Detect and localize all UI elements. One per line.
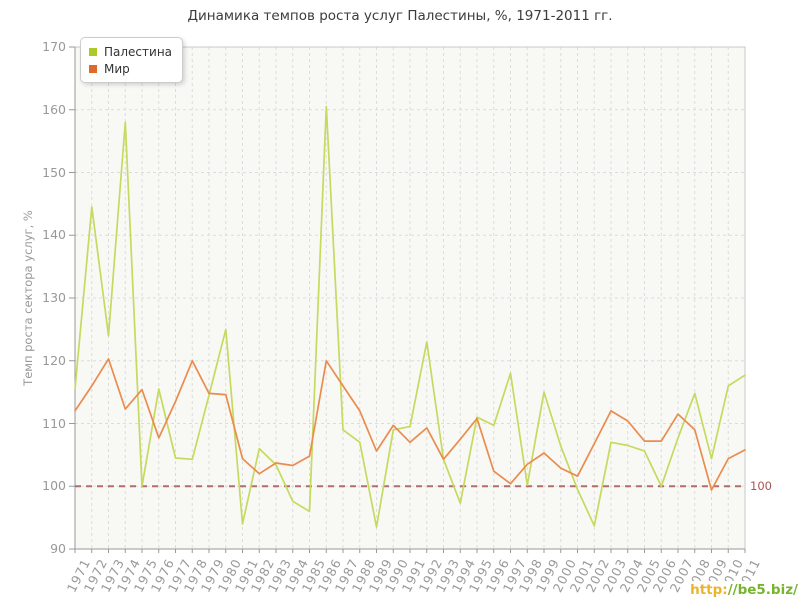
legend-marker-palestine xyxy=(89,47,97,56)
y-tick-label: 170 xyxy=(42,39,66,54)
y-tick-label: 110 xyxy=(42,415,66,431)
y-tick-label: 140 xyxy=(42,227,66,243)
watermark: http://be5.biz/ xyxy=(686,581,800,599)
legend-item-palestine: Палестина xyxy=(89,43,172,60)
watermark-suffix: //be5.biz/ xyxy=(727,582,798,598)
legend: Палестина Мир xyxy=(80,37,184,83)
series-line-Палестина xyxy=(74,105,746,528)
y-tick-label: 130 xyxy=(42,290,66,305)
legend-label-palestine: Палестина xyxy=(104,44,173,59)
reference-line-label: 100 xyxy=(750,479,772,494)
series-line-Мир xyxy=(74,358,746,491)
legend-item-world: Мир xyxy=(89,60,172,77)
chart-title: Динамика темпов роста услуг Палестины, %… xyxy=(187,8,613,24)
y-tick-label: 100 xyxy=(42,478,66,494)
watermark-prefix: http: xyxy=(690,582,728,598)
y-tick-label: 150 xyxy=(42,164,66,180)
legend-label-world: Мир xyxy=(104,61,130,76)
y-tick-label: 160 xyxy=(42,101,66,117)
y-tick-label: 120 xyxy=(42,352,66,368)
y-tick-label: 90 xyxy=(50,541,66,556)
legend-marker-world xyxy=(89,64,97,73)
